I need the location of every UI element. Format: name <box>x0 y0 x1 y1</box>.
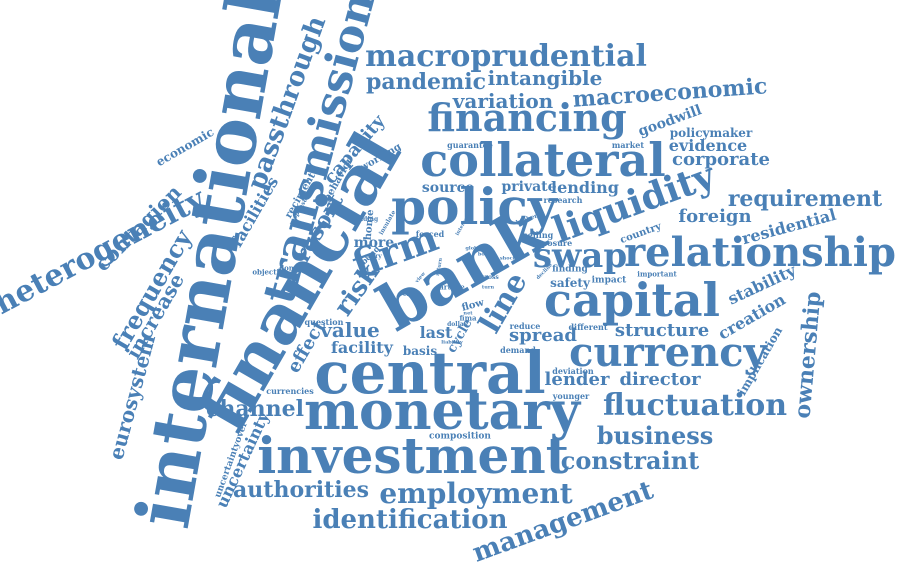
cloud-word: composition <box>429 431 491 442</box>
cloud-word: monetary <box>304 381 580 442</box>
cloud-word: cross <box>481 274 499 281</box>
cloud-word: fima <box>459 313 477 323</box>
cloud-word: basis <box>402 344 438 358</box>
cloud-word: more <box>353 235 395 251</box>
cloud-word: dollar <box>447 321 467 328</box>
cloud-word: foreign <box>678 206 752 227</box>
cloud-word: question <box>304 317 344 327</box>
cloud-word: pandemic <box>365 69 487 95</box>
cloud-word: last <box>419 323 453 342</box>
cloud-word: impact <box>591 275 627 286</box>
cloud-word: entry <box>364 253 382 260</box>
cloud-word: collateral <box>420 133 666 187</box>
cloud-word: lender <box>544 369 610 390</box>
cloud-word: intangible <box>487 66 603 90</box>
cloud-word: ownership <box>789 290 827 420</box>
cloud-word: currencies <box>266 386 314 396</box>
cloud-word: variation <box>452 89 554 113</box>
cloud-word: relationship <box>624 229 896 276</box>
cloud-word: ceiling <box>522 230 554 240</box>
cloud-word: spread <box>509 325 577 346</box>
cloud-word: market <box>611 140 645 150</box>
cloud-word: safety <box>550 276 590 290</box>
cloud-word: capital <box>544 273 720 327</box>
cloud-word: objective <box>252 267 288 277</box>
cloud-word: structure <box>614 320 710 341</box>
cloud-word: different <box>568 322 608 332</box>
cloud-word: channel <box>206 396 304 422</box>
cloud-word: authorities <box>233 477 369 503</box>
cloud-word: value <box>320 318 380 342</box>
cloud-word: global <box>465 245 483 252</box>
cloud-word: requirement <box>727 186 883 212</box>
cloud-word: lending <box>551 178 619 197</box>
cloud-word: currency <box>569 329 767 376</box>
cloud-word: domestic <box>279 263 315 273</box>
cloud-word: evidence <box>668 136 748 155</box>
cloud-word: shock <box>499 255 517 262</box>
cloud-word: funding <box>351 216 379 223</box>
cloud-word: turn <box>481 284 495 291</box>
cloud-word: policy <box>391 177 557 236</box>
cloud-word: crisis <box>402 291 422 298</box>
cloud-word: director <box>619 369 701 390</box>
cloud-word: guarantee <box>447 140 493 150</box>
cloud-word: identification <box>312 505 508 535</box>
cloud-word: macroprudential <box>365 39 647 74</box>
cloud-word: article <box>439 282 465 292</box>
cloud-word: reduce <box>509 321 541 331</box>
cloud-word: finding <box>552 264 588 275</box>
cloud-word: private <box>501 179 557 195</box>
cloud-word: research <box>543 195 583 205</box>
cloud-word: fluctuation <box>602 388 788 423</box>
cloud-word: source <box>421 180 475 196</box>
cloud-word: board <box>477 251 495 258</box>
cloud-word: policymaker <box>669 126 753 140</box>
cloud-word: swap <box>532 236 628 276</box>
cloud-word: younger <box>552 391 590 401</box>
cloud-word: investment <box>257 426 569 485</box>
cloud-word: facility <box>331 338 393 357</box>
cloud-word: liability <box>441 339 463 346</box>
cloud-word: demand <box>500 345 536 355</box>
cloud-word: central <box>314 339 546 407</box>
cloud-word: business <box>596 421 714 450</box>
cloud-word: corporate <box>672 149 770 170</box>
cloud-word: important <box>637 269 677 279</box>
cloud-word: net <box>463 310 473 317</box>
cloud-word: exposure <box>531 238 573 248</box>
cloud-word: deviation <box>552 366 594 376</box>
cloud-word: forced <box>415 229 445 239</box>
cloud-word: constraint <box>560 446 700 475</box>
cloud-word: employment <box>379 477 573 510</box>
cloud-word: financing <box>427 95 627 140</box>
